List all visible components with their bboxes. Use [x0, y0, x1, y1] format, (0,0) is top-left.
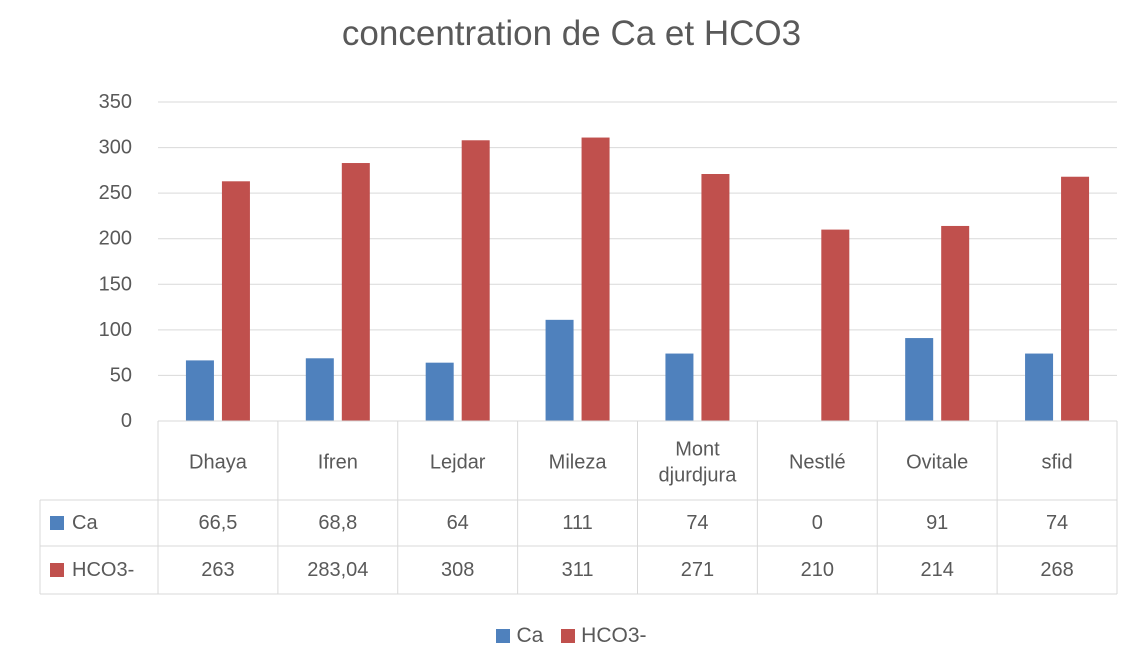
data-label: 0	[812, 512, 823, 534]
x-tick-label: Mileza	[549, 452, 608, 474]
data-label: 214	[921, 559, 954, 581]
x-tick-label: Dhaya	[189, 452, 248, 474]
y-tick-label: 350	[99, 91, 132, 113]
bar-ca-7	[1025, 353, 1054, 421]
legend-label-hco3: HCO3-	[581, 624, 647, 647]
x-tick-label: sfid	[1042, 452, 1073, 474]
bar-ca-1	[305, 358, 334, 421]
bar-hco3-3	[581, 137, 610, 421]
data-label: 66,5	[198, 512, 237, 534]
bar-ca-0	[185, 360, 214, 421]
bar-hco3-2	[461, 140, 490, 421]
data-label: 283,04	[307, 559, 368, 581]
chart-title: concentration de Ca et HCO3	[341, 14, 802, 53]
bar-ca-4	[665, 353, 694, 421]
y-tick-label: 150	[99, 273, 132, 295]
data-label: 111	[562, 512, 592, 534]
table-series-name: Ca	[72, 512, 98, 534]
x-tick-label: Lejdar	[430, 452, 486, 474]
data-label: 311	[562, 559, 594, 581]
bar-hco3-1	[341, 163, 370, 422]
legend-swatch-hco3	[561, 629, 576, 643]
data-label: 74	[686, 512, 708, 534]
bar-hco3-7	[1061, 176, 1090, 421]
y-tick-label: 100	[99, 319, 132, 341]
y-tick-label: 300	[99, 137, 132, 159]
y-tick-label: 50	[110, 364, 132, 386]
bar-hco3-5	[821, 229, 850, 421]
table-series-name: HCO3-	[72, 559, 134, 581]
table-swatch	[50, 563, 64, 577]
data-label: 210	[801, 559, 834, 581]
x-tick-label: Nestlé	[789, 452, 846, 474]
bar-ca-2	[425, 362, 454, 421]
x-tick-label: Ovitale	[906, 452, 968, 474]
x-tick-label: djurdjura	[659, 465, 738, 487]
table-swatch	[50, 516, 64, 530]
x-tick-label: Ifren	[318, 452, 358, 474]
legend-item-hco3: HCO3-	[561, 624, 647, 648]
data-label: 74	[1046, 512, 1068, 534]
bar-hco3-6	[941, 225, 970, 421]
data-label: 263	[201, 559, 234, 581]
data-label: 64	[447, 512, 469, 534]
data-label: 271	[681, 559, 714, 581]
legend-label-ca: Ca	[516, 624, 544, 647]
data-label: 91	[926, 512, 948, 534]
legend-swatch-ca	[496, 629, 511, 643]
legend-item-ca: Ca	[496, 624, 543, 648]
x-tick-label: Mont	[675, 439, 720, 461]
bar-ca-3	[545, 319, 574, 421]
data-label: 268	[1040, 559, 1073, 581]
y-tick-label: 0	[121, 410, 132, 432]
y-tick-label: 200	[99, 228, 132, 250]
bar-hco3-0	[221, 181, 250, 421]
legend: Ca HCO3-	[0, 624, 1143, 649]
bar-ca-6	[905, 338, 934, 421]
data-label: 308	[441, 559, 474, 581]
y-tick-label: 250	[99, 182, 132, 204]
data-label: 68,8	[318, 512, 357, 534]
bar-hco3-4	[701, 174, 730, 421]
